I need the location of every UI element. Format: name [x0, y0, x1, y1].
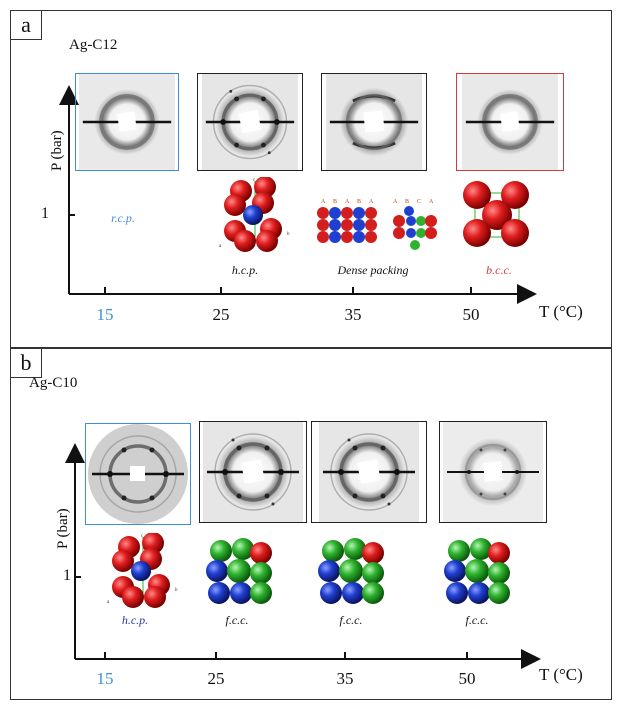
svg-text:B: B	[357, 199, 361, 205]
panel-b-tick-label-25: 25	[207, 669, 225, 688]
panel-b-ytick-label: 1	[63, 567, 71, 584]
panel-a-tick-label-35: 35	[344, 305, 362, 324]
panel-a-hcp-model	[215, 177, 295, 253]
svg-text:B: B	[333, 199, 337, 205]
panel-a-phase-25: h.c.p.	[231, 263, 259, 277]
panel-a-phase-15: r.c.p.	[111, 211, 135, 225]
panel-b-tick-label-50: 50	[458, 669, 476, 688]
svg-text:A: A	[345, 199, 350, 205]
panel-b-phase-35: f.c.c.	[339, 613, 363, 627]
panel-a-title: Ag-C12	[69, 37, 118, 53]
panel-b: b Ag-C10 P (bar) 1 15 25 35 50 T (°C)	[10, 348, 612, 700]
panel-a-dense-packing-model: A B A B A A B C A	[315, 195, 445, 255]
panel-b-title: Ag-C10	[29, 375, 78, 391]
panel-b-saxs-15	[85, 423, 191, 525]
svg-text:B: B	[405, 199, 409, 205]
panel-b-saxs-35	[311, 421, 427, 523]
svg-text:A: A	[321, 199, 326, 205]
panel-a-tick-label-50: 50	[462, 305, 480, 324]
panel-a-saxs-35	[321, 73, 427, 171]
panel-a-xlabel: T (°C)	[539, 302, 583, 321]
panel-b-tick-label-35: 35	[336, 669, 354, 688]
panel-a-saxs-25	[197, 73, 303, 171]
panel-a-tick-label-15: 15	[96, 305, 114, 324]
svg-text:A: A	[393, 199, 398, 205]
panel-a-bcc-model	[457, 177, 537, 253]
panel-a-saxs-15	[75, 73, 179, 171]
panel-a-phase-50: b.c.c.	[486, 263, 512, 277]
panel-b-fcc-model-25	[201, 537, 277, 609]
panel-a-saxs-50	[456, 73, 564, 171]
abab-stack: A B A B A	[317, 199, 377, 243]
abca-stack: A B C A	[393, 199, 437, 250]
panel-b-xlabel: T (°C)	[539, 665, 583, 684]
panel-a-ytick-label: 1	[41, 205, 49, 222]
panel-b-fcc-model-35	[313, 537, 389, 609]
panel-b-axes	[65, 443, 541, 669]
panel-a-ylabel: P (bar)	[49, 130, 65, 171]
panel-a: a Ag-C12 P (bar) 1 15 25 35 50 T (°C)	[10, 10, 612, 348]
panel-b-saxs-50	[439, 421, 547, 523]
svg-text:A: A	[369, 199, 374, 205]
panel-b-tick-label-15: 15	[96, 669, 114, 688]
svg-text:C: C	[417, 199, 421, 205]
panel-b-ylabel: P (bar)	[55, 508, 71, 549]
panel-a-tick-label-25: 25	[212, 305, 230, 324]
panel-b-phase-50: f.c.c.	[465, 613, 489, 627]
panel-b-label: b	[11, 349, 42, 378]
panel-b-phase-25: f.c.c.	[225, 613, 249, 627]
panel-a-label: a	[11, 11, 42, 40]
svg-text:A: A	[429, 199, 434, 205]
panel-b-hcp-model	[103, 533, 183, 609]
panel-a-phase-35: Dense packing	[337, 263, 409, 277]
panel-b-fcc-model-50	[439, 537, 515, 609]
panel-b-saxs-25	[199, 421, 307, 523]
panel-b-phase-15: h.c.p.	[121, 613, 149, 627]
